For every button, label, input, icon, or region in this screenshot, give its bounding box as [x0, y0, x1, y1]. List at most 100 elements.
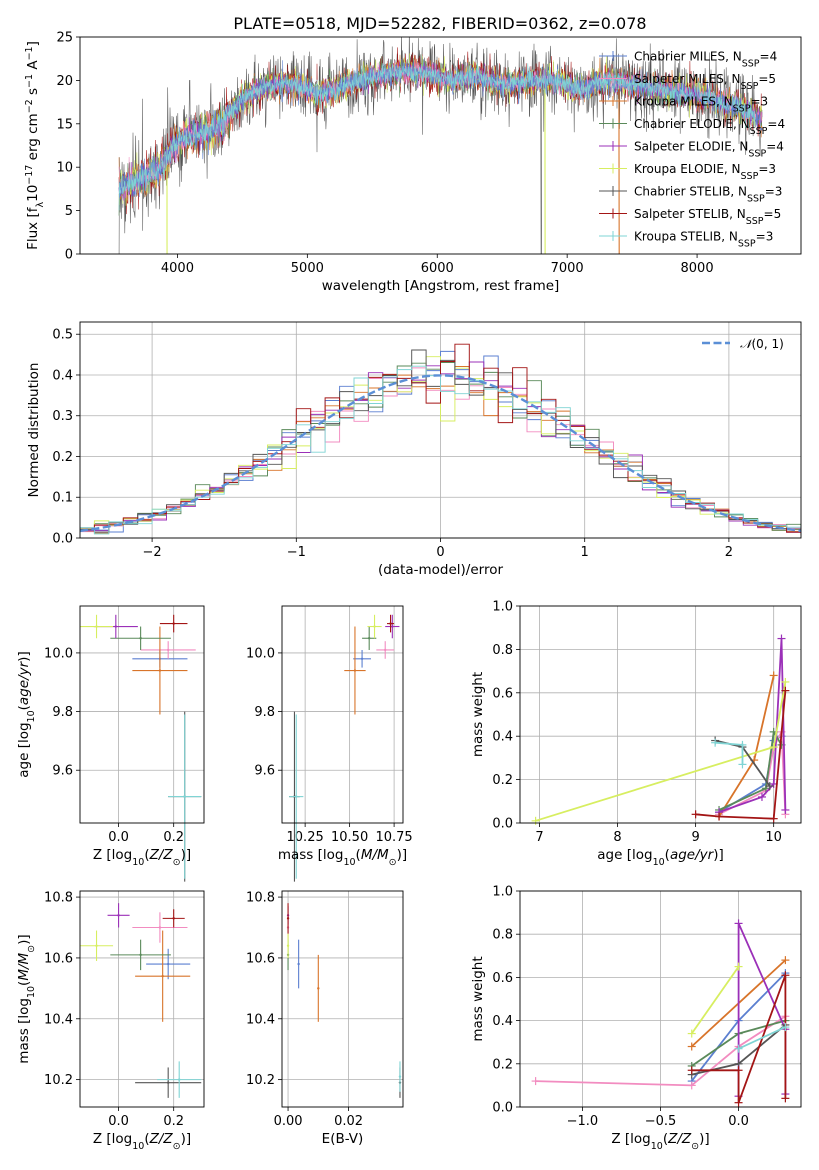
data-point [139, 953, 142, 957]
tick-label-y: 0.4 [52, 368, 73, 383]
data-point [166, 648, 170, 652]
tick-label-y: 0.0 [52, 532, 73, 547]
tick-label-y: 10.2 [44, 1073, 73, 1088]
data-point [139, 637, 142, 640]
data-point [353, 669, 357, 672]
tick-label-y: 0.4 [492, 730, 513, 745]
plot-frame-mass-vs-ebv [281, 890, 404, 1108]
x-axis-label: Z [log10(Z/Z⊙)] [93, 1131, 191, 1152]
legend-label: Chabrier STELIB, NSSP=3 [634, 185, 782, 205]
legend-label: Kroupa ELODIE, NSSP=3 [634, 162, 776, 182]
data-point [172, 917, 175, 920]
y-axis-label: Normed distribution [26, 363, 42, 498]
tick-label-x: 0.0 [728, 1114, 749, 1129]
tick-label-x: 0.2 [163, 1114, 184, 1129]
data-point [95, 625, 98, 628]
tick-label-x: 0.0 [108, 830, 129, 845]
y-axis-label: age [log10(age/yr)] [16, 651, 37, 777]
weight-line [718, 638, 787, 813]
tick-label-x: 7 [535, 830, 543, 845]
figure-title: PLATE=0518, MJD=52282, FIBERID=0362, z=0… [233, 14, 646, 33]
data-point [166, 962, 170, 966]
tick-label-y: 10.4 [246, 1012, 275, 1027]
tick-label-y: 10.8 [246, 891, 275, 906]
tick-label-y: 5 [65, 204, 73, 219]
tick-label-x: 10 [765, 830, 782, 845]
tick-label-y: 10.4 [44, 1012, 73, 1027]
y-axis-label: mass [log10(M/M⊙)] [16, 934, 37, 1063]
tick-label-y: 9.8 [254, 705, 275, 720]
x-axis-label: mass [log10(M/M⊙)] [278, 847, 407, 868]
axes-mass-vs-Z: 0.0 0.2 10.2 10.4 10.6 10.8 [44, 891, 204, 1129]
y-axis-label: mass weight [470, 672, 486, 757]
weight-line [690, 966, 740, 1035]
tick-label-y: 0.8 [492, 643, 513, 658]
plot-frame-residuals [79, 321, 802, 539]
data-point [286, 944, 290, 947]
axes-residuals: −2 −1 0 1 2 0.0 0.1 0.2 0.3 0.4 0.5 [52, 322, 802, 560]
tick-label-y: 0.3 [52, 409, 73, 424]
tick-label-x: −1.0 [567, 1114, 599, 1129]
tick-label-y: 0.6 [492, 971, 513, 986]
data-point [158, 926, 162, 929]
legend-label: 𝒩(0, 1) [740, 337, 784, 351]
tick-label-x: 0.0 [108, 1114, 129, 1129]
tick-label-x: 0.02 [334, 1114, 363, 1129]
tick-label-x: 10.25 [287, 830, 324, 845]
tick-label-y: 0.6 [492, 686, 513, 701]
tick-label-y: 0.0 [492, 1101, 513, 1116]
tick-label-y: 9.6 [52, 764, 73, 779]
tick-label-y: 10.0 [44, 646, 73, 661]
data-point [117, 914, 120, 917]
plot-frame-spectrum [79, 36, 802, 255]
data-point [183, 795, 186, 798]
tick-label-x: 2 [725, 545, 733, 560]
tick-label-y: 0.2 [52, 450, 73, 465]
data-point [389, 622, 392, 625]
tick-label-y: 10.0 [246, 646, 275, 661]
data-point [373, 625, 376, 628]
legend-label: Salpeter MILES, NSSP=5 [634, 72, 776, 92]
tick-label-x: 10.75 [375, 830, 412, 845]
histogram-step [80, 356, 801, 536]
weight-line [718, 729, 783, 811]
tick-label-x: −1 [287, 545, 306, 560]
data-point [286, 917, 290, 920]
x-axis-label: age [log10(age/yr)] [597, 847, 723, 868]
tick-label-x: 1 [581, 545, 589, 560]
tick-label-y: 9.6 [254, 764, 275, 779]
tick-label-y: 0.0 [492, 817, 513, 832]
tick-label-y: 10.2 [246, 1073, 275, 1088]
tick-label-x: 0 [436, 545, 444, 560]
tick-label-x: 8 [613, 830, 621, 845]
axes-weight-vs-age: 7 8 9 10 0.0 0.2 0.4 0.6 0.8 1.0 [492, 600, 801, 845]
data-point [398, 1075, 402, 1078]
data-point [367, 637, 371, 640]
tick-label-x: 10.50 [331, 830, 368, 845]
x-axis-label: (data-model)/error [378, 562, 504, 578]
tick-label-x: 6000 [421, 261, 454, 276]
tick-label-y: 10 [56, 161, 73, 176]
legend-label: Kroupa STELIB, NSSP=3 [634, 230, 773, 250]
tick-label-y: 10.6 [246, 951, 275, 966]
plot-frame-mass-vs-Z [79, 890, 205, 1108]
tick-label-y: 0.4 [492, 1014, 513, 1029]
tick-label-y: 10.6 [44, 951, 73, 966]
tick-label-x: 8000 [681, 261, 714, 276]
data-point [317, 987, 320, 990]
tick-label-x: −0.5 [645, 1114, 677, 1129]
data-point [295, 795, 298, 798]
legend-label: Chabrier ELODIE, NSSP=4 [634, 117, 785, 137]
data-point [114, 625, 118, 628]
plot-frame-weight-vs-Z [519, 890, 802, 1108]
tick-label-x: 5000 [291, 261, 324, 276]
tick-label-y: 0.2 [492, 773, 513, 788]
tick-label-y: 0.1 [52, 491, 73, 506]
plot-frame-weight-vs-age [519, 605, 802, 824]
plot-frame-age-vs-mass [281, 605, 404, 824]
legend-label: Salpeter ELODIE, NSSP=4 [634, 140, 784, 160]
data-point [178, 1078, 181, 1081]
